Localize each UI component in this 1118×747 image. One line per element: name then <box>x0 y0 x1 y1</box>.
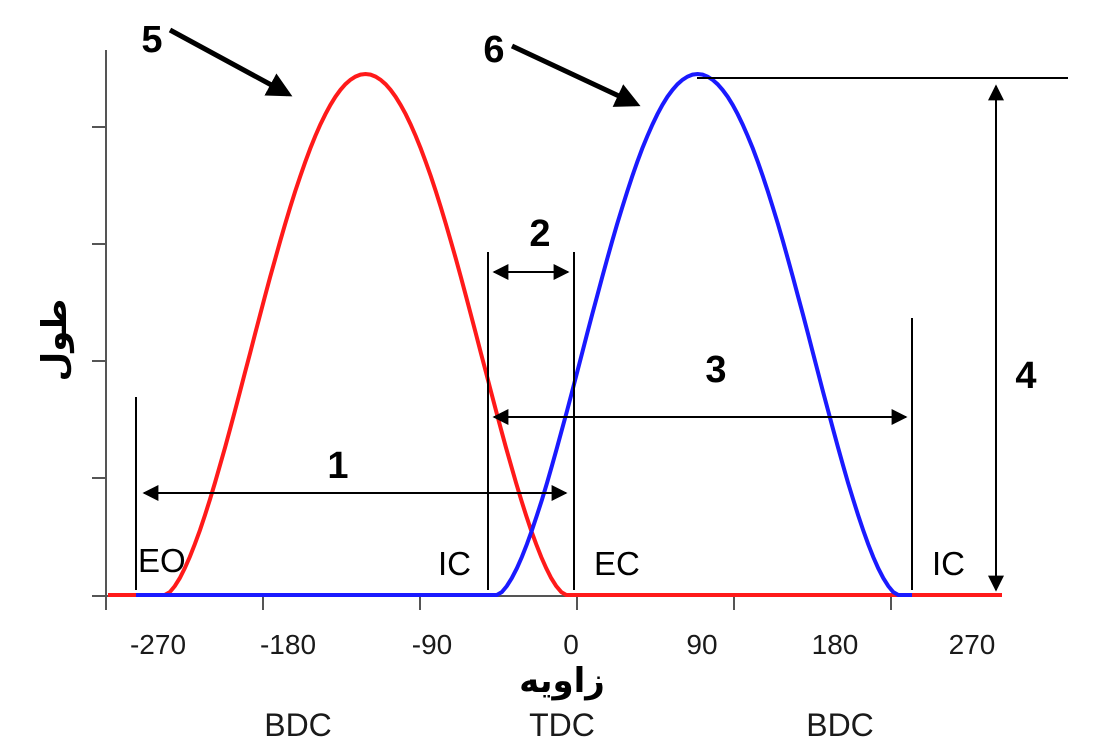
label-ec: EC <box>594 545 640 582</box>
y-axis-label: طول <box>35 299 75 382</box>
label-ic-right: IC <box>932 545 965 582</box>
x-tick-label: 270 <box>949 629 996 660</box>
x-axis-label: زاویه <box>519 661 605 701</box>
callout-arrow-6 <box>510 43 641 107</box>
label-bdc-right: BDC <box>806 707 874 743</box>
callout-arrow-5 <box>168 27 293 97</box>
label-ic-left: IC <box>438 545 471 582</box>
callout-label-2: 2 <box>529 213 550 255</box>
x-tick-label: -270 <box>130 629 186 660</box>
x-tick-label: -90 <box>412 629 452 660</box>
callout-label-1: 1 <box>327 445 348 487</box>
y-ticks <box>92 126 106 597</box>
callout-label-3: 3 <box>705 349 726 391</box>
x-tick-label: 90 <box>686 629 717 660</box>
x-tick-label: -180 <box>260 629 316 660</box>
exhaust-lift-curve <box>108 71 1002 597</box>
event-lines <box>135 252 913 590</box>
callout-label-6: 6 <box>483 29 504 71</box>
intake-lift-curve <box>136 71 912 597</box>
x-ticks <box>105 596 892 610</box>
label-tdc: TDC <box>529 707 595 743</box>
callout-label-4: 4 <box>1015 355 1036 397</box>
x-tick-label: 0 <box>563 629 579 660</box>
label-eo: EO <box>138 542 186 579</box>
callout-label-5: 5 <box>141 19 162 61</box>
x-tick-label: 180 <box>812 629 859 660</box>
label-bdc-left: BDC <box>264 707 332 743</box>
